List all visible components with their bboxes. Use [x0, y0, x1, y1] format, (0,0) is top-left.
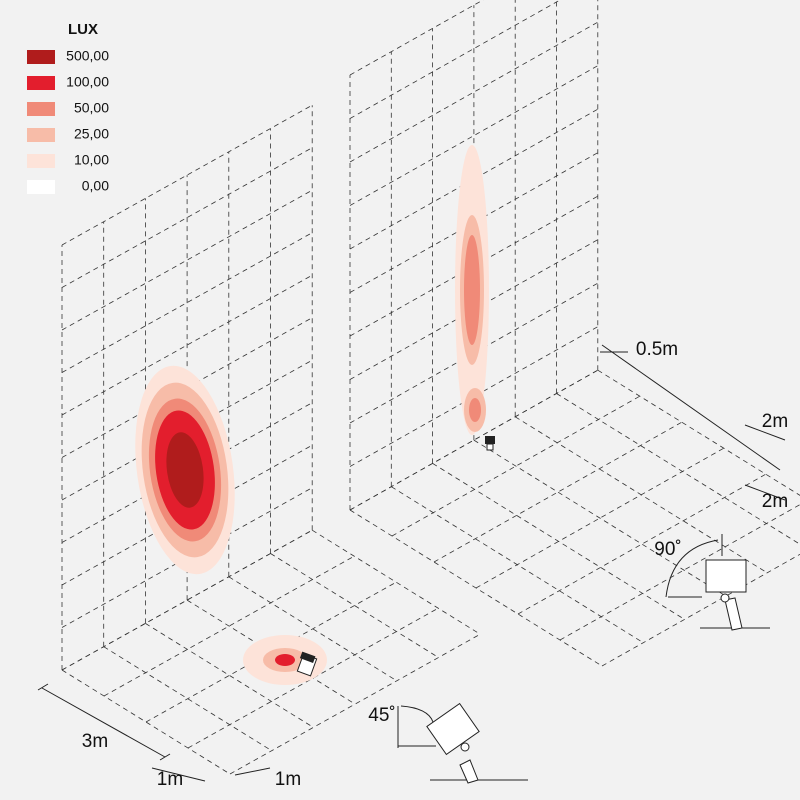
dimension-lines — [37, 344, 786, 782]
grid-line — [103, 555, 355, 697]
dimension-label: 1m — [157, 769, 183, 790]
grid-line — [61, 402, 313, 543]
grid-line — [559, 504, 800, 641]
legend: LUX 500,00 100,00 50,00 25,00 10,00 0,00 — [27, 21, 109, 194]
grids — [61, 0, 800, 775]
legend-title: LUX — [68, 21, 98, 38]
fixture-floor — [296, 651, 318, 677]
grid-line — [228, 576, 398, 682]
fixture-90 — [665, 534, 770, 631]
grid-line — [349, 369, 598, 511]
dimension-label: 2m — [762, 491, 788, 512]
grid-line — [61, 104, 313, 246]
grid-line — [349, 0, 561, 119]
grid-line — [433, 421, 682, 563]
grid-line — [349, 326, 598, 467]
grid-line — [103, 646, 272, 752]
fixture-wall — [485, 436, 495, 451]
heat-zone — [469, 398, 481, 422]
grid-line — [61, 274, 313, 416]
grid-line — [145, 581, 397, 723]
grid-line — [601, 553, 800, 667]
grid-line — [61, 444, 313, 586]
grid-line — [349, 152, 598, 293]
grid-line — [187, 607, 439, 749]
legend-label: 100,00 — [66, 74, 109, 90]
grid-line — [475, 447, 724, 589]
legend-swatch — [27, 50, 55, 64]
dimension-label: 3m — [82, 731, 108, 752]
legend-label: 0,00 — [82, 178, 109, 194]
grid-line — [61, 147, 313, 288]
grid-line — [145, 623, 314, 728]
angle-label: 90˚ — [654, 539, 681, 560]
grid-line — [473, 439, 727, 597]
heat-maps — [135, 145, 489, 685]
legend-swatch — [27, 76, 55, 90]
grid-line — [349, 282, 598, 424]
grid-line — [391, 395, 640, 537]
dimension-label: 2m — [762, 411, 788, 432]
legend-swatch — [27, 102, 55, 116]
grid-line — [349, 239, 598, 380]
fixture-45 — [397, 702, 528, 784]
legend-label: 500,00 — [66, 48, 109, 64]
dimension-label: 1m — [275, 769, 301, 790]
grid-line — [186, 599, 356, 705]
grid-line — [349, 195, 598, 337]
angle-label: 45˚ — [368, 705, 395, 726]
grid-line — [270, 553, 439, 658]
grid-line — [229, 633, 481, 775]
grid-line — [61, 189, 313, 331]
legend-swatch — [27, 128, 55, 142]
grid-line — [311, 529, 481, 635]
legend-label: 25,00 — [74, 126, 109, 142]
heat-zone — [166, 432, 204, 508]
grid-line — [61, 669, 231, 775]
grid-line — [61, 529, 313, 671]
grid-line — [61, 359, 313, 501]
legend-swatch — [27, 180, 55, 194]
legend-swatch — [27, 154, 55, 168]
heat-zone — [275, 654, 295, 666]
legend-label: 50,00 — [74, 100, 109, 116]
grid-line — [61, 232, 313, 373]
dimension-label: 0.5m — [636, 339, 678, 360]
heat-zone — [464, 235, 480, 345]
grid-line — [61, 487, 313, 628]
grid-line — [349, 108, 598, 250]
grid-line — [349, 65, 598, 206]
grid-line — [517, 473, 766, 615]
grid-line — [349, 0, 484, 76]
grid-line — [597, 369, 800, 496]
grid-line — [61, 317, 313, 458]
legend-label: 10,00 — [74, 152, 109, 168]
grid-line — [349, 21, 598, 163]
